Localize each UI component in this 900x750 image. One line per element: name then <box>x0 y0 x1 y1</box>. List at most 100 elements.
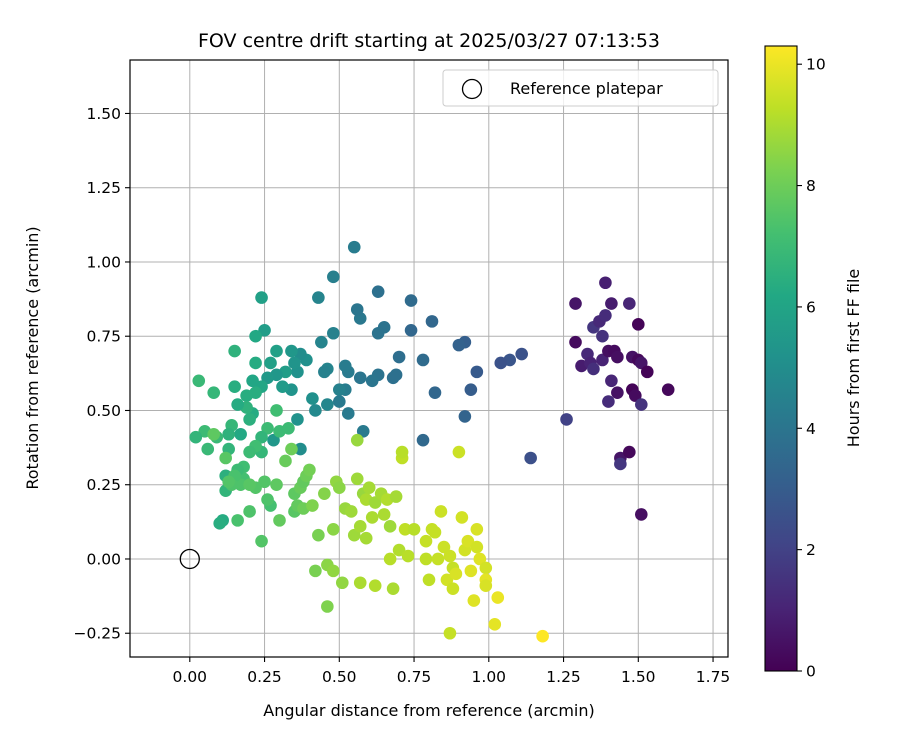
data-point <box>362 481 376 495</box>
data-point <box>207 386 221 399</box>
data-point <box>222 427 235 441</box>
data-point <box>452 338 466 352</box>
data-point <box>479 561 493 575</box>
data-point <box>255 430 268 444</box>
x-tick-label: 0.75 <box>397 668 432 686</box>
data-point <box>464 383 478 396</box>
data-point <box>318 365 331 379</box>
data-point <box>228 344 241 358</box>
data-point <box>321 398 334 411</box>
data-point <box>213 517 226 530</box>
data-point <box>419 534 433 548</box>
data-point <box>560 413 573 426</box>
data-point <box>458 410 472 423</box>
data-point <box>222 475 235 489</box>
data-point <box>255 534 268 548</box>
data-point <box>449 567 463 581</box>
data-point <box>634 508 648 521</box>
data-point <box>288 356 301 370</box>
data-point <box>470 540 484 554</box>
data-point <box>270 404 283 417</box>
data-point <box>392 350 406 364</box>
data-point <box>327 270 340 284</box>
data-point <box>467 594 481 607</box>
data-point <box>404 294 418 307</box>
data-point <box>294 442 307 456</box>
data-point <box>401 549 415 563</box>
colorbar-tick-label: 2 <box>806 541 816 559</box>
data-point <box>347 240 361 254</box>
x-axis: 0.00 0.25 0.50 0.75 1.00 1.25 1.50 1.75 <box>173 657 731 686</box>
data-point <box>267 433 280 447</box>
data-point <box>455 511 469 524</box>
data-point <box>491 591 505 604</box>
data-point <box>371 326 385 340</box>
x-tick-label: 1.25 <box>546 668 581 686</box>
data-point <box>285 344 298 358</box>
data-point <box>243 413 256 426</box>
data-point <box>440 573 454 587</box>
x-tick-label: 0.00 <box>173 668 208 686</box>
reference-marker <box>179 548 200 570</box>
data-point <box>333 395 346 408</box>
data-point <box>240 389 253 402</box>
data-point <box>434 505 448 518</box>
data-point <box>309 404 322 417</box>
x-tick-label: 1.75 <box>696 668 731 686</box>
data-point <box>634 398 648 411</box>
data-point <box>629 389 642 402</box>
data-point <box>279 454 292 468</box>
data-point <box>479 579 493 593</box>
data-point <box>312 291 325 304</box>
data-point <box>377 508 391 521</box>
data-point <box>404 323 418 337</box>
data-point <box>189 430 203 444</box>
data-point <box>428 525 442 539</box>
y-axis: −0.25 0.00 0.25 0.50 0.75 1.00 1.25 1.50 <box>74 105 130 643</box>
data-point <box>407 522 421 536</box>
data-point <box>386 371 400 385</box>
colorbar-ticks: 0 2 4 6 8 10 <box>797 56 826 681</box>
data-point <box>632 318 645 331</box>
data-point <box>261 493 274 506</box>
data-point <box>359 531 373 545</box>
colorbar-tick-label: 10 <box>806 56 826 74</box>
reference-platepar-point <box>179 548 200 570</box>
data-point <box>602 395 615 408</box>
data-point <box>353 520 367 533</box>
data-point <box>333 383 346 396</box>
colorbar-tick-label: 8 <box>806 177 816 195</box>
data-point <box>201 442 215 456</box>
data-point <box>452 445 466 459</box>
y-axis-label: Rotation from reference (arcmin) <box>23 226 42 489</box>
data-point <box>261 421 274 435</box>
data-point <box>365 511 379 524</box>
data-point <box>515 347 528 361</box>
colorbar-tick-label: 0 <box>806 663 816 681</box>
data-point <box>356 424 370 438</box>
data-points <box>189 240 675 643</box>
data-point <box>596 329 609 343</box>
data-point <box>261 371 274 385</box>
data-point <box>661 383 675 396</box>
data-point <box>231 514 244 527</box>
data-point <box>270 344 283 358</box>
data-point <box>425 315 439 328</box>
legend-entry-label: Reference platepar <box>510 79 663 98</box>
data-point <box>569 297 582 310</box>
y-tick-label: 0.25 <box>86 476 121 494</box>
data-point <box>623 445 636 459</box>
data-point <box>389 490 403 503</box>
colorbar-tick-label: 4 <box>806 420 816 438</box>
data-point <box>315 335 328 349</box>
data-point <box>192 374 206 388</box>
data-point <box>605 297 618 310</box>
legend: Reference platepar <box>442 69 719 107</box>
data-point <box>234 478 247 492</box>
y-tick-label: 0.75 <box>86 328 121 346</box>
data-point <box>569 335 582 349</box>
data-point <box>327 326 340 340</box>
y-tick-label: 1.00 <box>86 253 121 271</box>
data-point <box>353 371 367 385</box>
